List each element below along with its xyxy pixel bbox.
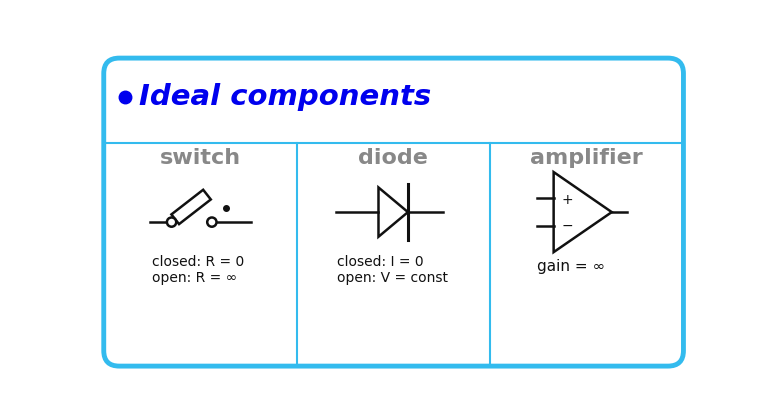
Text: gain = ∞: gain = ∞	[537, 258, 605, 273]
Text: diode: diode	[359, 148, 428, 168]
Text: open: V = const: open: V = const	[337, 270, 449, 285]
Text: closed: R = 0: closed: R = 0	[152, 255, 244, 269]
Circle shape	[207, 218, 217, 227]
Text: closed: I = 0: closed: I = 0	[337, 255, 424, 269]
Text: switch: switch	[160, 148, 241, 168]
Text: −: −	[561, 219, 573, 233]
Circle shape	[167, 218, 176, 227]
Text: +: +	[561, 193, 573, 207]
Text: Ideal components: Ideal components	[140, 83, 432, 110]
Text: amplifier: amplifier	[530, 148, 643, 168]
FancyBboxPatch shape	[104, 58, 684, 366]
Text: open: R = ∞: open: R = ∞	[152, 270, 237, 285]
